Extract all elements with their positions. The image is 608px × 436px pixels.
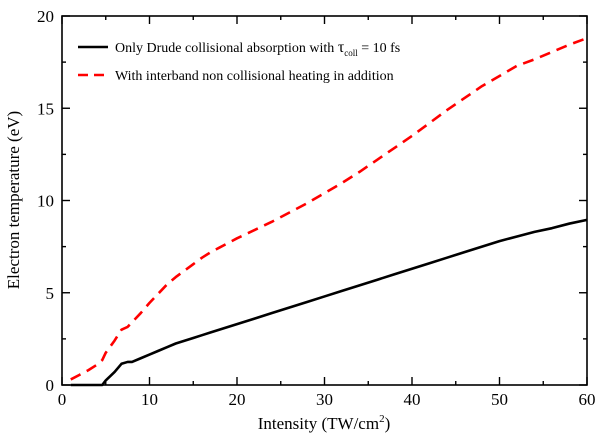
x-tick-label: 50	[491, 390, 508, 409]
y-axis-label: Electron temperature (eV)	[4, 111, 23, 289]
x-axis-label: Intensity (TW/cm2)	[258, 413, 391, 433]
x-axis-label-main: Intensity (TW/cm	[258, 414, 379, 433]
legend-label-drude: Only Drude collisional absorption with τ…	[115, 39, 400, 58]
x-axis-label-end: )	[385, 414, 391, 433]
y-tick-label: 20	[37, 7, 54, 26]
series-line-drude	[70, 218, 588, 387]
legend-drude-main: Only Drude collisional absorption with	[115, 41, 338, 56]
x-tick-label: 10	[141, 390, 158, 409]
x-tick-label: 40	[404, 390, 421, 409]
series-layer	[70, 36, 588, 387]
legend-drude-tail: = 10 fs	[358, 41, 401, 56]
legend-drude-tau: τ	[338, 39, 345, 56]
y-tick-label: 15	[37, 99, 54, 118]
x-axis-label-sup: 2	[379, 413, 385, 425]
series-line-interband	[70, 36, 588, 381]
legend: Only Drude collisional absorption with τ…	[78, 39, 400, 84]
legend-drude-sub: coll	[344, 48, 358, 58]
x-tick-label: 20	[229, 390, 246, 409]
y-tick-label: 5	[46, 284, 55, 303]
y-tick-label: 0	[46, 376, 55, 395]
legend-label-interband: With interband non collisional heating i…	[115, 69, 394, 84]
x-tick-label: 60	[579, 390, 596, 409]
y-tick-label: 10	[37, 192, 54, 211]
x-tick-label: 0	[58, 390, 67, 409]
ticks-layer: 0 10 20 30 40 50 60 0 5 10 15 20	[37, 7, 596, 409]
x-tick-label: 30	[316, 390, 333, 409]
